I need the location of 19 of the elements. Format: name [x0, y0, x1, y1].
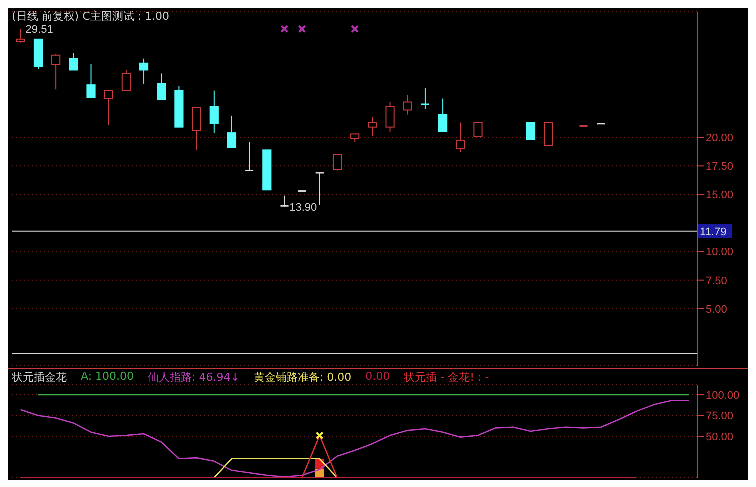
- y-tick-label: 17.50: [706, 161, 734, 174]
- chart-title: (日线 前复权) C主图测试 : 1.00: [12, 9, 170, 24]
- annotation: 13.90: [290, 202, 318, 214]
- y-tick-label: 20.00: [706, 132, 734, 145]
- chart-title: 状元插金花: [12, 370, 67, 385]
- y-tick-label: 75.00: [706, 410, 734, 423]
- series-label: A: 100.00: [81, 370, 134, 385]
- y-tick-label: 15.00: [706, 190, 734, 202]
- y-tick-label: 7.50: [706, 275, 728, 288]
- text: 0.00: [366, 370, 390, 385]
- y-tick-label: 100.00: [706, 390, 740, 402]
- y-tick-label: 5.00: [706, 304, 728, 316]
- text: 状元插 - 金花! : -: [404, 370, 490, 385]
- y-tick-label: 10.00: [706, 246, 734, 259]
- y-tick-label: 50.00: [706, 431, 734, 444]
- text: 仙人指路: 46.94↓: [148, 370, 240, 385]
- text: 黄金铺路准备: 0.00: [254, 370, 352, 385]
- ref-line-label: 11.79: [700, 226, 727, 238]
- annotation: 29.51: [26, 24, 54, 36]
